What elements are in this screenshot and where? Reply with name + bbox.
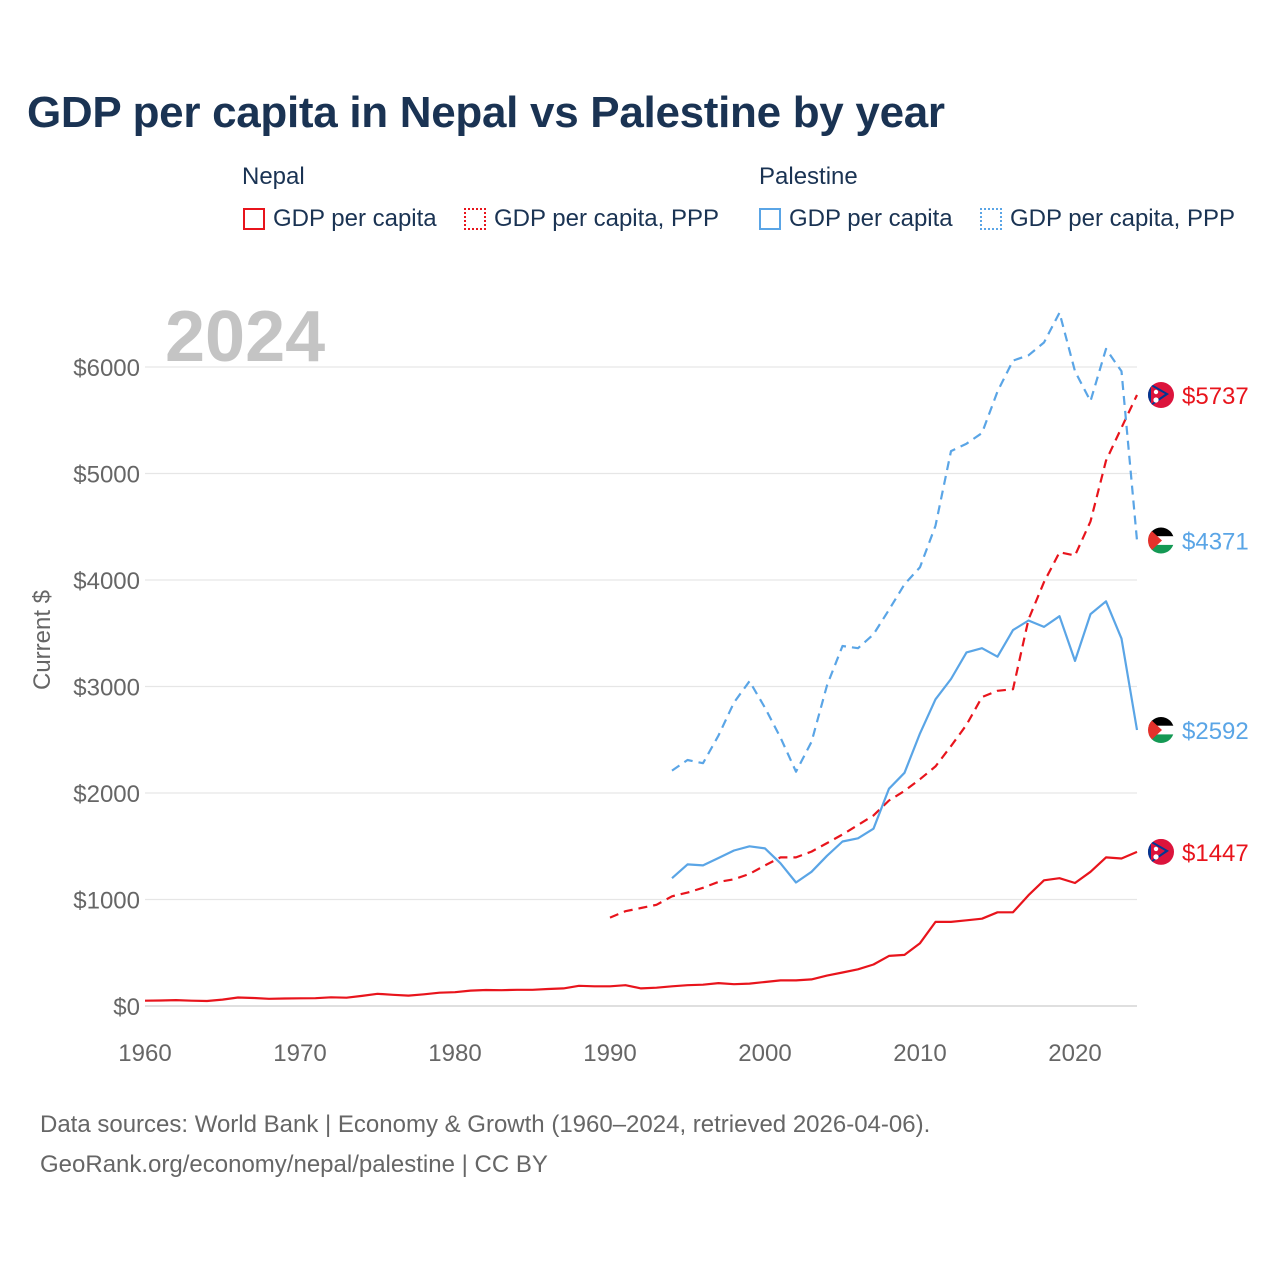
legend-label: GDP per capita	[273, 205, 437, 232]
line-chart: 2024 Current $ $0 $1000 $2000 $3000 $4000 $50…	[29, 297, 1249, 1067]
year-watermark: 2024	[165, 297, 325, 377]
x-tick-label: 2010	[893, 1040, 946, 1067]
y-tick-label: $5000	[73, 462, 140, 489]
y-tick-label: $0	[113, 994, 140, 1021]
end-value-label: $5737	[1182, 383, 1249, 410]
legend-nepal-title: Nepal	[242, 163, 305, 190]
legend-label: GDP per capita, PPP	[1010, 205, 1235, 232]
series-line-palestine-gdp	[671, 600, 1139, 884]
series-line-nepal-gdp	[144, 850, 1138, 1003]
series-line-palestine-ppp	[671, 311, 1139, 773]
legend-label: GDP per capita, PPP	[494, 205, 719, 232]
palestine-flag-icon	[1148, 527, 1174, 554]
x-tick-label: 1990	[583, 1040, 636, 1067]
sources-line-2[interactable]: GeoRank.org/economy/nepal/palestine | CC…	[40, 1151, 548, 1178]
x-tick-label: 1980	[428, 1040, 481, 1067]
legend-item-palestine-gdp[interactable]: GDP per capita	[759, 205, 953, 233]
legend-item-nepal-ppp[interactable]: GDP per capita, PPP	[464, 205, 719, 233]
x-tick-label: 1960	[118, 1040, 171, 1067]
legend-swatch-solid-icon	[243, 208, 265, 230]
legend-swatch-solid-icon	[759, 208, 781, 230]
nepal-flag-icon	[1148, 838, 1174, 865]
end-value-label: $1447	[1182, 840, 1249, 867]
y-tick-label: $2000	[73, 781, 140, 808]
end-value-label: $4371	[1182, 528, 1249, 555]
legend-item-palestine-ppp[interactable]: GDP per capita, PPP	[980, 205, 1235, 233]
series-line-nepal-ppp	[609, 394, 1138, 919]
x-tick-label: 2000	[738, 1040, 791, 1067]
data-sources: Data sources: World Bank | Economy & Gro…	[40, 1105, 930, 1185]
legend-label: GDP per capita	[789, 205, 953, 232]
page-title: GDP per capita in Nepal vs Palestine by …	[27, 88, 945, 137]
palestine-flag-icon	[1148, 717, 1174, 743]
y-tick-label: $4000	[73, 568, 140, 595]
legend-palestine-title: Palestine	[759, 163, 858, 190]
y-tick-label: $3000	[73, 675, 140, 702]
end-value-label: $2592	[1182, 718, 1249, 745]
legend-swatch-dotted-icon	[980, 208, 1002, 230]
nepal-flag-icon	[1148, 382, 1174, 408]
y-tick-label: $6000	[73, 355, 140, 382]
y-axis-label: Current $	[29, 590, 56, 690]
sources-line-1: Data sources: World Bank | Economy & Gro…	[40, 1111, 931, 1138]
y-tick-label: $1000	[73, 888, 140, 915]
legend-item-nepal-gdp[interactable]: GDP per capita	[243, 205, 437, 233]
legend-swatch-dotted-icon	[464, 208, 486, 230]
x-tick-label: 2020	[1048, 1040, 1101, 1067]
x-tick-label: 1970	[273, 1040, 326, 1067]
